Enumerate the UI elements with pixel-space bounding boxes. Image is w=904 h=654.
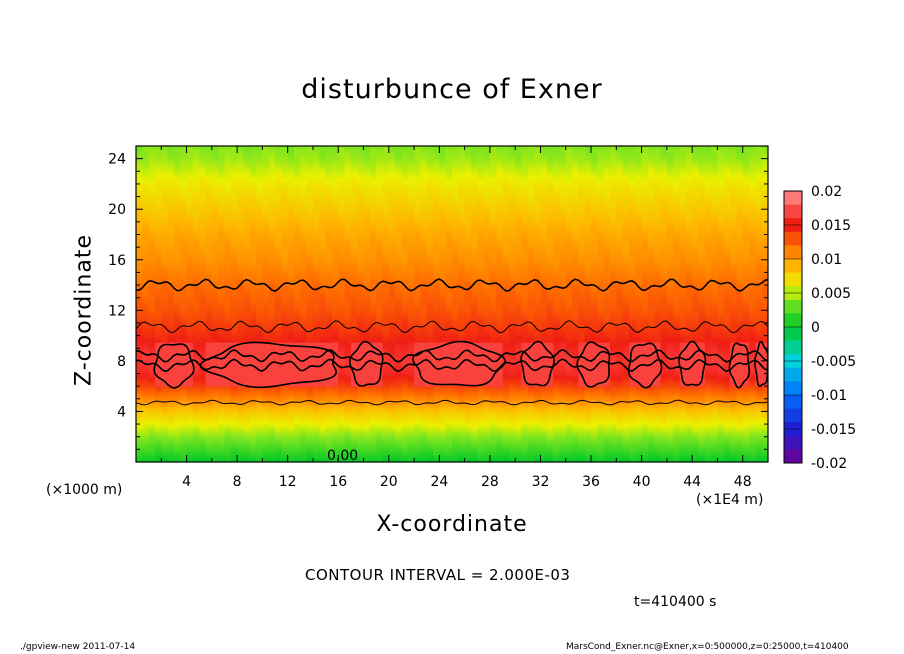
contour-field — [136, 146, 769, 463]
